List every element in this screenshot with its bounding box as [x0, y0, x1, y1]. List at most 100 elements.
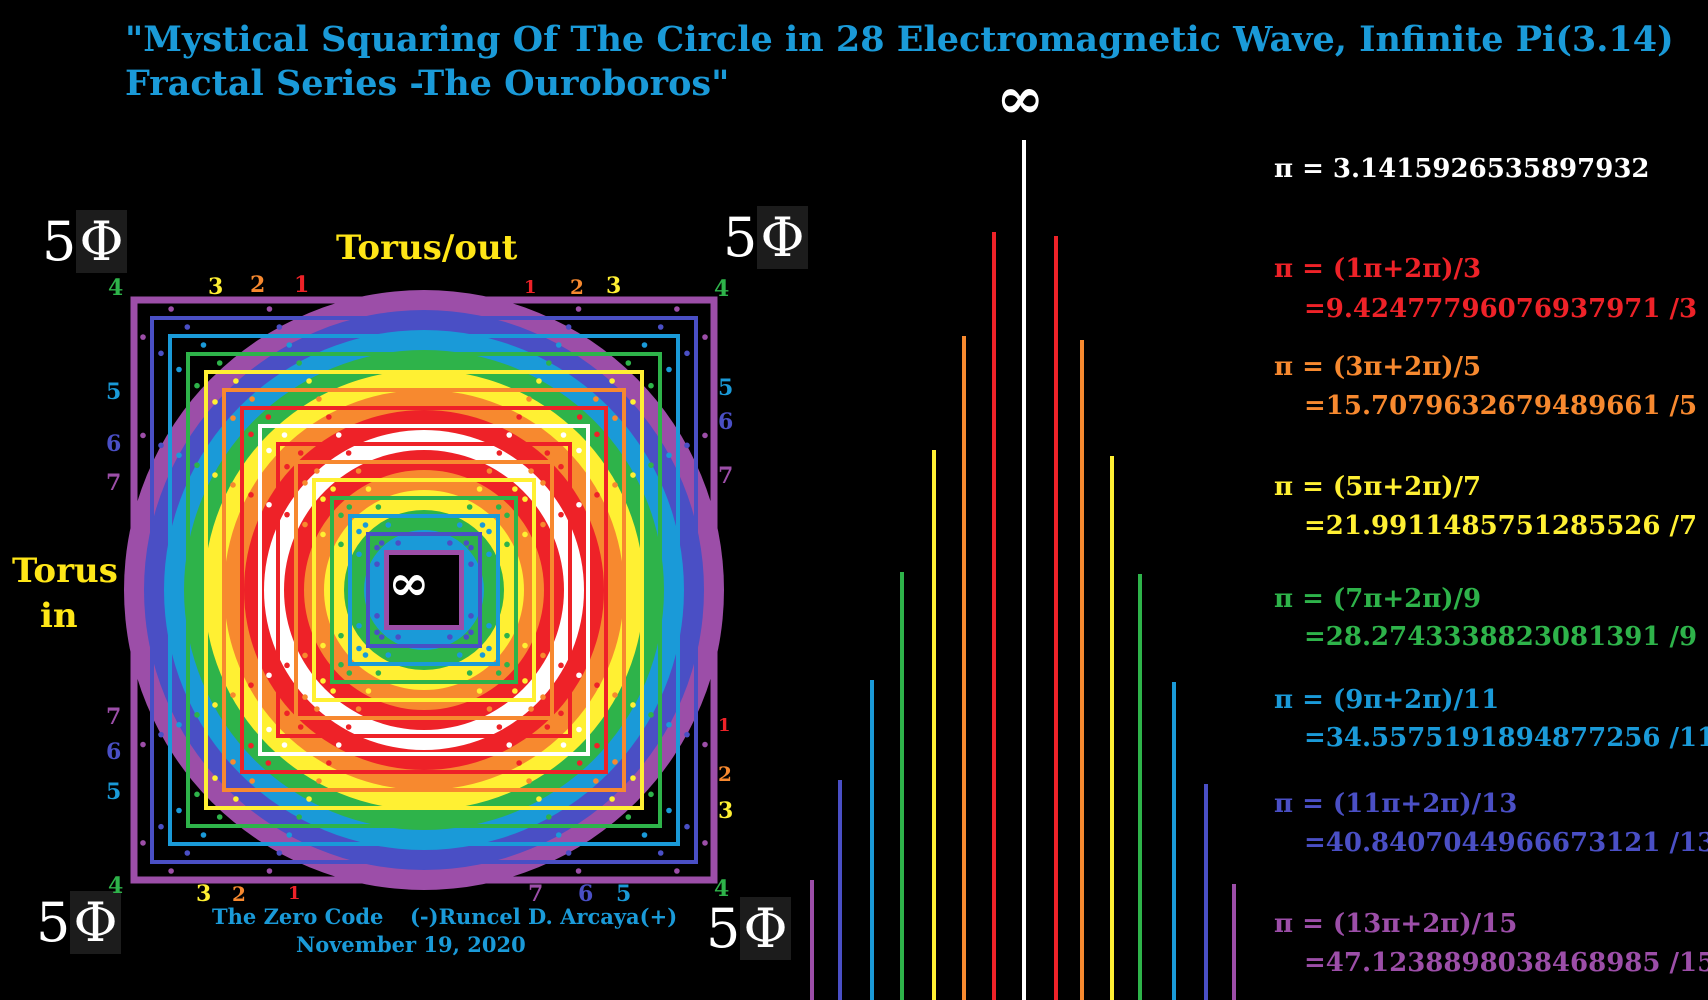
- square-dot: [284, 662, 290, 669]
- square-dot: [184, 850, 191, 856]
- phi-label-top-right: 5Φ: [723, 206, 808, 269]
- square-dot: [200, 832, 207, 838]
- square-dot: [284, 710, 290, 717]
- square-dot: [365, 688, 372, 694]
- square-dot: [630, 702, 636, 708]
- square-dot: [512, 688, 518, 694]
- square-dot: [176, 452, 182, 459]
- square-dot: [594, 682, 600, 688]
- square-dot: [447, 540, 453, 546]
- square-dot: [230, 482, 236, 488]
- square-dot: [496, 724, 503, 730]
- square-outline: [130, 296, 718, 884]
- center-infinity-symbol: ∞: [388, 553, 430, 612]
- square-dot: [374, 544, 380, 551]
- square-dot: [297, 724, 304, 730]
- square-dot: [284, 511, 290, 518]
- square-dot: [374, 629, 380, 636]
- square-outline: [276, 442, 572, 738]
- square-dot: [296, 360, 302, 366]
- num-tr-4: 4: [714, 276, 730, 302]
- square-dot: [176, 807, 182, 814]
- phi-label-top-left: 5Φ: [42, 210, 127, 273]
- num-br-7: 7: [528, 881, 544, 907]
- square-outline: [258, 424, 590, 756]
- square-dot: [463, 540, 470, 546]
- square-dot: [641, 832, 648, 838]
- square-dot: [356, 528, 362, 535]
- square-dot: [540, 480, 546, 486]
- num-tr-1: 1: [524, 277, 537, 298]
- credit-project: The Zero Code: [212, 904, 384, 929]
- square-dot: [504, 541, 510, 548]
- credit-author: (-)Runcel D. Arcaya(+): [410, 904, 678, 929]
- square-dot: [286, 832, 293, 838]
- square-dot: [565, 324, 572, 330]
- num-right-1: 1: [718, 715, 731, 736]
- square-dot: [316, 396, 322, 402]
- square-dot: [486, 468, 493, 474]
- phi-label-bottom-left: 5Φ: [36, 891, 121, 954]
- square-dot: [674, 306, 680, 312]
- square-dot: [249, 396, 255, 402]
- square-dot: [355, 706, 362, 712]
- square-dot: [648, 712, 654, 718]
- square-dot: [576, 760, 583, 766]
- square-dot: [540, 521, 546, 528]
- square-dot: [200, 342, 207, 348]
- square-dot: [684, 823, 690, 830]
- formula-1-value: =9.42477796076937971 /3: [1304, 294, 1698, 324]
- formula-2-expr: π = (3π+2π)/5: [1274, 352, 1482, 382]
- square-dot: [506, 432, 513, 438]
- square-dot: [522, 496, 528, 502]
- square-dot: [346, 504, 353, 510]
- square-dot: [395, 634, 401, 640]
- num-right-6: 6: [718, 409, 734, 435]
- square-dot: [302, 521, 308, 528]
- square-dot: [495, 504, 502, 510]
- square-dot: [326, 414, 332, 420]
- square-dot: [346, 670, 353, 676]
- phi-label-bottom-right: 5Φ: [706, 897, 791, 960]
- num-tl-2: 2: [250, 272, 266, 298]
- square-dot: [302, 652, 308, 659]
- square-dot: [558, 511, 564, 518]
- formula-4-expr: π = (7π+2π)/9: [1274, 584, 1482, 614]
- phi-symbol: Φ: [70, 891, 121, 954]
- formula-3-value: =21.9911485751285526 /7: [1304, 511, 1698, 541]
- square-outline: [222, 388, 626, 792]
- phi-prefix: 5: [723, 206, 758, 269]
- square-dot: [486, 645, 492, 652]
- num-right-3: 3: [718, 798, 734, 824]
- square-dot: [356, 645, 362, 652]
- square-dot: [540, 652, 546, 659]
- phi-prefix: 5: [706, 897, 741, 960]
- square-dot: [447, 634, 453, 640]
- square-dot: [466, 504, 473, 510]
- num-left-5: 5: [106, 379, 122, 405]
- square-dot: [558, 710, 564, 717]
- square-outline: [312, 478, 536, 702]
- formula-4-value: =28.2743338823081391 /9: [1304, 622, 1698, 652]
- square-dot: [506, 742, 513, 748]
- square-dot: [495, 670, 502, 676]
- square-dot: [338, 632, 344, 639]
- num-tr-3: 3: [606, 273, 622, 299]
- square-dot: [194, 462, 200, 468]
- square-dot: [374, 613, 380, 619]
- square-dot: [168, 306, 174, 312]
- square-dot: [194, 791, 200, 798]
- pi-value: π = 3.1415926535897932: [1274, 154, 1650, 184]
- square-dot: [248, 682, 254, 688]
- square-dot: [593, 396, 599, 402]
- square-dot: [555, 832, 562, 838]
- square-dot: [230, 692, 236, 698]
- square-dot: [140, 432, 146, 439]
- square-dot: [375, 670, 382, 676]
- square-dot: [362, 652, 369, 658]
- square-dot: [565, 850, 572, 856]
- square-dot: [648, 382, 654, 389]
- square-dot: [463, 634, 470, 640]
- square-dot: [338, 512, 344, 519]
